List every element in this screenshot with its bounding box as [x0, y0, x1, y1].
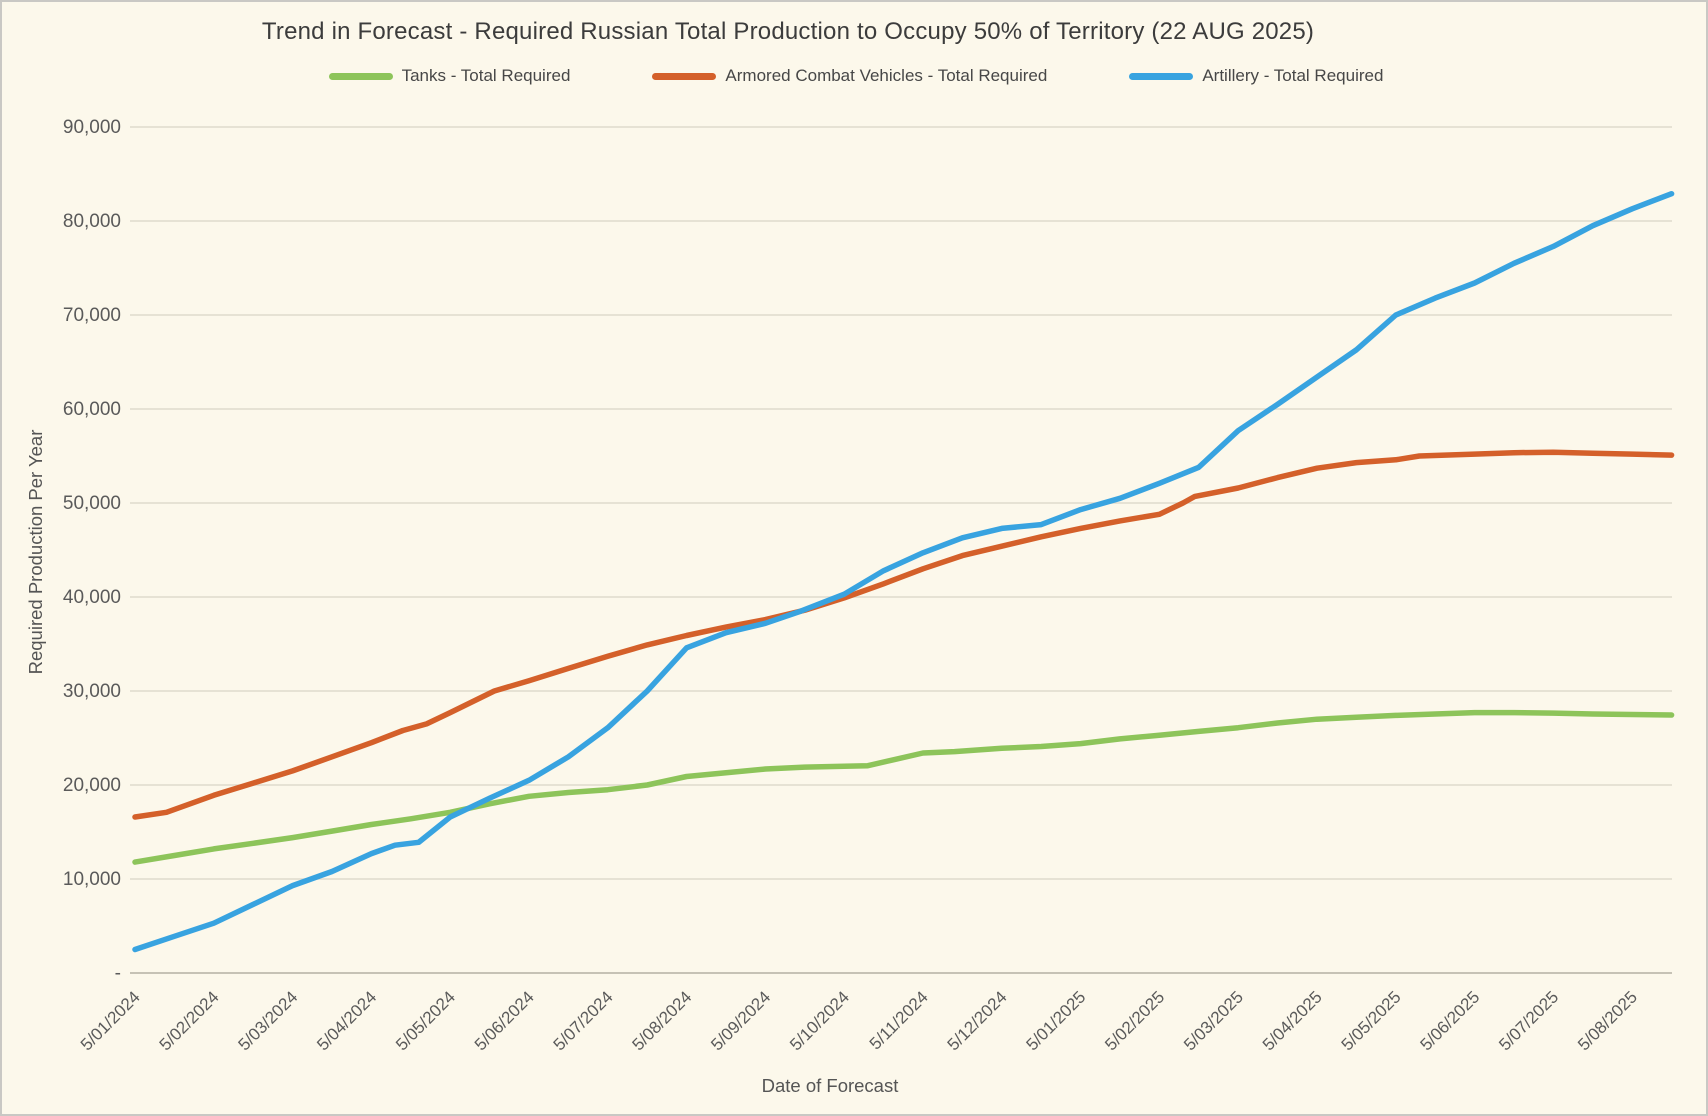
x-tick-label: 5/02/2025 — [1101, 987, 1168, 1054]
x-tick-label: 5/01/2025 — [1023, 987, 1090, 1054]
y-tick-label: - — [115, 963, 121, 984]
y-tick-label: 70,000 — [63, 305, 121, 326]
x-tick-label: 5/10/2024 — [786, 987, 853, 1054]
x-tick-label: 5/08/2024 — [629, 987, 696, 1054]
x-tick-label: 5/11/2024 — [866, 987, 932, 1053]
x-tick-label: 5/03/2025 — [1180, 987, 1247, 1054]
x-tick-label: 5/01/2024 — [77, 987, 144, 1054]
legend-label: Tanks - Total Required — [401, 66, 571, 85]
y-tick-label: 10,000 — [63, 869, 121, 890]
legend-swatch-acv — [652, 72, 717, 80]
x-tick-label: 5/06/2025 — [1417, 987, 1484, 1054]
x-tick-label: 5/02/2024 — [156, 987, 223, 1054]
series-line-tanks — [132, 709, 1675, 865]
x-tick-label: 5/06/2024 — [471, 987, 538, 1054]
y-tick-label: 30,000 — [63, 681, 121, 702]
y-tick-label: 90,000 — [63, 117, 121, 138]
legend-label: Armored Combat Vehicles - Total Required — [725, 66, 1048, 85]
x-tick-label: 5/05/2025 — [1338, 987, 1405, 1054]
y-tick-label: 20,000 — [63, 775, 121, 796]
x-tick-label: 5/07/2024 — [550, 987, 617, 1054]
series-line-artillery — [132, 190, 1675, 953]
legend-item-tanks: Tanks - Total Required — [328, 66, 571, 86]
x-tick-label: 5/04/2024 — [313, 987, 380, 1054]
series-line-acv — [132, 449, 1675, 820]
legend-swatch-artillery — [1129, 72, 1194, 80]
x-tick-label: 5/04/2025 — [1259, 987, 1326, 1054]
x-tick-label: 5/08/2025 — [1574, 987, 1641, 1054]
legend-item-artillery: Artillery - Total Required — [1129, 66, 1383, 86]
x-tick-label: 5/09/2024 — [707, 987, 774, 1054]
y-tick-label: 60,000 — [63, 399, 121, 420]
legend: Tanks - Total Required Armored Combat Veh… — [2, 66, 1706, 86]
x-tick-label: 5/07/2025 — [1495, 987, 1562, 1054]
legend-swatch-tanks — [328, 72, 393, 80]
x-tick-label: 5/12/2024 — [944, 987, 1011, 1054]
x-axis-title: Date of Forecast — [762, 1075, 899, 1096]
y-axis-title: Required Production Per Year — [25, 430, 46, 675]
x-tick-label: 5/05/2024 — [392, 987, 459, 1054]
legend-label: Artillery - Total Required — [1202, 66, 1384, 85]
y-tick-label: 50,000 — [63, 493, 121, 514]
y-tick-label: 80,000 — [63, 211, 121, 232]
y-tick-label: 40,000 — [63, 587, 121, 608]
legend-item-acv: Armored Combat Vehicles - Total Required — [652, 66, 1047, 86]
x-tick-label: 5/03/2024 — [235, 987, 302, 1054]
chart-title: Trend in Forecast - Required Russian Tot… — [261, 18, 1315, 45]
